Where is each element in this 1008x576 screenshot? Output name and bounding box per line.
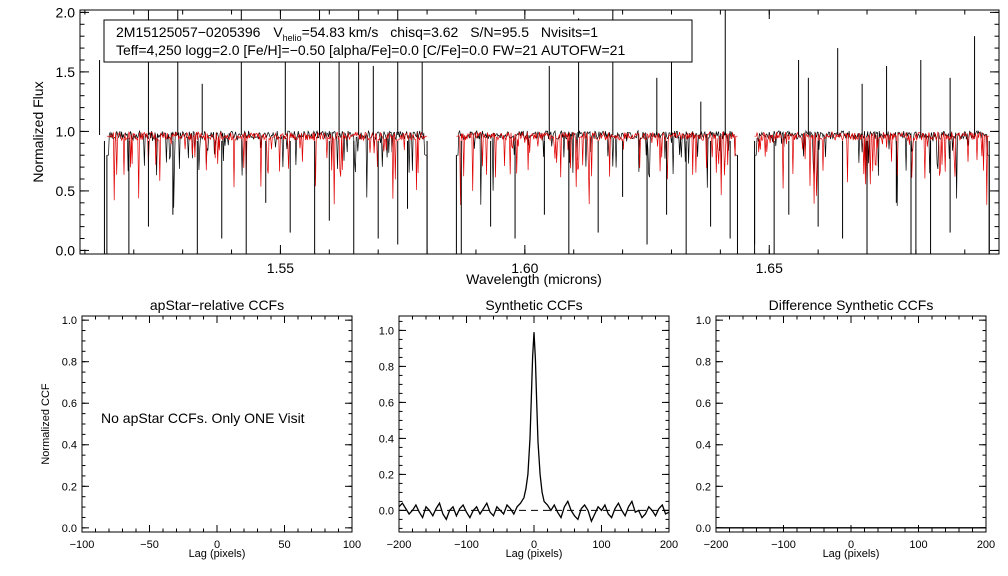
apstar-ccf-xtick-label: 50 — [278, 539, 290, 551]
apstar-ccf-xtick-label: −100 — [70, 539, 95, 551]
synthetic-ccf-panel: Synthetic CCFs −200 −100 0 100 200 0.0 0.2 0.4 0… — [379, 297, 678, 560]
spectrum-ytick-label: 1.0 — [56, 123, 76, 139]
nvisits-value: Nvisits=1 — [541, 24, 598, 40]
difference-ccf-xtick-label: 100 — [909, 539, 927, 551]
model-spectrum-line — [106, 130, 990, 206]
spectrum-xtick-label: 1.60 — [511, 260, 538, 276]
vhelio-subscript: helio — [283, 33, 302, 43]
apstar-ccf-ytick-label: 0.8 — [62, 357, 77, 369]
apstar-ccf-title: apStar−relative CCFs — [150, 297, 284, 313]
apstar-ccf-ticks: −100 −50 0 50 100 0.0 0.2 0.4 0.6 0.8 1.0 — [62, 315, 361, 551]
synthetic-ccf-title: Synthetic CCFs — [485, 297, 582, 313]
difference-ccf-xtick-label: 200 — [977, 539, 995, 551]
spectrum-plot-area — [99, 10, 990, 254]
difference-ccf-axes-frame — [715, 315, 987, 533]
synthetic-ccf-xtick-label: 200 — [660, 539, 678, 551]
synthetic-ccf-ytick-label: 0.4 — [379, 433, 394, 445]
info-line-1: 2M15125057−0205396 Vhelio=54.83 km/s chi… — [116, 24, 598, 43]
info-line-2: Teff=4,250 logg=2.0 [Fe/H]=−0.50 [alpha/… — [116, 42, 625, 58]
spectrum-xtick-label: 1.65 — [756, 260, 783, 276]
difference-ccf-xtick-label: −200 — [704, 539, 729, 551]
snr-value: S/N=95.5 — [470, 24, 529, 40]
spectrum-axes-frame — [79, 9, 1000, 255]
apstar-ccf-ytick-label: 0.0 — [62, 523, 77, 535]
star-id: 2M15125057−0205396 — [116, 24, 261, 40]
synthetic-ccf-plot-area — [398, 332, 670, 523]
spectrum-ytick-label: 0.5 — [56, 183, 76, 199]
apstar-ccf-ytick-label: 0.2 — [62, 481, 77, 493]
difference-ccf-xtick-label: 0 — [848, 539, 854, 551]
synthetic-ccf-line — [398, 332, 670, 523]
difference-ccf-title: Difference Synthetic CCFs — [769, 297, 934, 313]
difference-ccf-xlabel: Lag (pixels) — [823, 548, 880, 560]
spectrum-ytick-label: 0.0 — [56, 242, 76, 258]
synthetic-ccf-ytick-label: 0.0 — [379, 505, 394, 517]
apstar-ccf-xtick-label: −50 — [140, 539, 159, 551]
difference-ccf-ytick-label: 0.0 — [696, 523, 711, 535]
info-box — [103, 19, 693, 63]
synthetic-ccf-ytick-label: 0.6 — [379, 397, 394, 409]
synthetic-ccf-xtick-label: −100 — [454, 539, 479, 551]
apstar-ccf-ytick-label: 1.0 — [62, 315, 77, 327]
apstar-ccf-xtick-label: 100 — [343, 539, 361, 551]
vhelio-prefix: V — [273, 24, 283, 40]
difference-ccf-ytick-label: 0.8 — [696, 357, 711, 369]
difference-ccf-ytick-label: 0.6 — [696, 398, 711, 410]
synthetic-ccf-xtick-label: −200 — [387, 539, 412, 551]
vhelio-value: =54.83 km/s — [302, 24, 379, 40]
spectrum-ylabel: Normalized Flux — [30, 81, 46, 182]
chisq-value: chisq=3.62 — [390, 24, 458, 40]
spectrum-clip-group — [99, 10, 990, 254]
difference-ccf-ytick-label: 1.0 — [696, 315, 711, 327]
spectrum-ticks: 1.55 1.60 1.65 0.0 0.5 1.0 1.5 2.0 — [56, 4, 999, 276]
spectrum-xtick-label: 1.55 — [267, 260, 294, 276]
synthetic-ccf-ticks: −200 −100 0 100 200 0.0 0.2 0.4 0.6 0.8 1.0 — [379, 316, 678, 551]
spectrum-panel: 1.55 1.60 1.65 0.0 0.5 1.0 1.5 2.0 2M15125057−0… — [30, 4, 1000, 287]
spectrum-ytick-label: 2.0 — [56, 4, 76, 20]
apstar-ccf-panel: apStar−relative CCFs −100 −50 0 50 100 0.0 0.2… — [40, 297, 361, 560]
apstar-ccf-ytick-label: 0.6 — [62, 398, 77, 410]
synthetic-ccf-ytick-label: 0.2 — [379, 469, 394, 481]
difference-ccf-panel: Difference Synthetic CCFs −200 −100 0 100 20… — [696, 297, 995, 560]
spectrum-ytick-label: 1.5 — [56, 64, 76, 80]
apstar-ccf-annotation: No apStar CCFs. Only ONE Visit — [101, 410, 305, 426]
synthetic-ccf-xtick-label: 100 — [592, 539, 610, 551]
synthetic-ccf-ytick-label: 0.8 — [379, 361, 394, 373]
apstar-ccf-ylabel: Normalized CCF — [40, 383, 52, 465]
synthetic-ccf-axes-frame — [398, 315, 670, 533]
spectrum-xlabel: Wavelength (microns) — [466, 271, 602, 287]
difference-ccf-ticks: −200 −100 0 100 200 0.0 0.2 0.4 0.6 0.8 1.0 — [696, 315, 995, 551]
synthetic-ccf-xlabel: Lag (pixels) — [506, 548, 563, 560]
apstar-ccf-xlabel: Lag (pixels) — [189, 548, 246, 560]
synthetic-ccf-ytick-label: 1.0 — [379, 325, 394, 337]
synthetic-ccf-xtick-label: 0 — [531, 539, 537, 551]
difference-ccf-ytick-label: 0.2 — [696, 481, 711, 493]
apstar-ccf-xtick-label: 0 — [214, 539, 220, 551]
apstar-ccf-ytick-label: 0.4 — [62, 440, 77, 452]
difference-ccf-xtick-label: −100 — [771, 539, 796, 551]
difference-ccf-ytick-label: 0.4 — [696, 440, 711, 452]
observed-spectrum-line — [106, 129, 990, 208]
